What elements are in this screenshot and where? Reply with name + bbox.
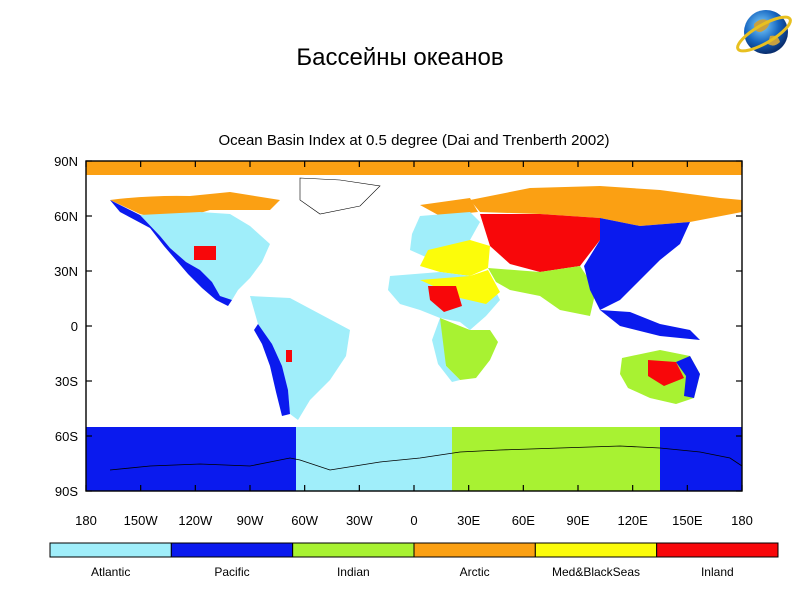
legend-label: Atlantic (91, 565, 130, 579)
lon-tick-label: 180 (75, 513, 97, 528)
africa-indian (440, 318, 498, 380)
southern-indian-band (452, 427, 660, 491)
map-title: Ocean Basin Index at 0.5 degree (Dai and… (218, 132, 610, 149)
arctic-scandinavia (420, 198, 478, 216)
lon-tick-label: 60W (291, 513, 318, 528)
lat-ticks: 90N 60N 30N 0 30S 60S 90S (54, 154, 742, 499)
central-asia-inland (480, 214, 600, 272)
lake-eyre-inland (648, 360, 684, 386)
lat-tick-label: 30N (54, 264, 78, 279)
lat-tick-label: 60S (55, 429, 78, 444)
arctic-siberia (470, 186, 742, 226)
australia-pacific (676, 356, 700, 398)
legend-label: Inland (701, 565, 734, 579)
lon-tick-label: 180 (731, 513, 753, 528)
lon-tick-label: 150W (124, 513, 159, 528)
north-america-pacific (110, 200, 232, 306)
africa-atlantic-south (432, 318, 460, 382)
lon-tick-label: 120W (178, 513, 213, 528)
lat-tick-label: 90S (55, 484, 78, 499)
europe-atlantic (410, 212, 480, 258)
south-america-atlantic (250, 296, 350, 420)
lat-tick-label: 60N (54, 209, 78, 224)
greenland (299, 177, 381, 215)
lon-tick-label: 150E (672, 513, 703, 528)
mediterranean-basin (420, 240, 490, 276)
lon-tick-label: 90E (566, 513, 589, 528)
south-america-pacific (254, 324, 290, 416)
legend: Atlantic Pacific Indian Arctic Med&BlackSeas… (49, 542, 779, 579)
legend-swatch-med-blackseas (534, 542, 658, 558)
lat-tick-label: 90N (54, 154, 78, 169)
sahara-med (420, 270, 500, 304)
globe-icon (736, 10, 792, 54)
legend-label: Arctic (460, 565, 490, 579)
lon-tick-label: 120E (617, 513, 648, 528)
great-basin-inland (194, 246, 216, 260)
lon-ticks: 180 150W 120W 90W 60W 30W 0 30E 60E 90E 120E 150E 18… (75, 161, 753, 528)
lat-tick-label: 30S (55, 374, 78, 389)
east-asia-pacific (584, 218, 690, 310)
lon-tick-label: 30E (457, 513, 480, 528)
legend-swatch-indian (292, 542, 415, 558)
lon-tick-label: 60E (512, 513, 535, 528)
altiplano-inland (286, 350, 292, 362)
south-asia-indian (488, 266, 596, 316)
legend-swatch-inland (656, 542, 779, 558)
antarctica-coast (109, 445, 743, 471)
southern-atlantic-band (296, 427, 452, 491)
maritime-se-asia (600, 310, 700, 340)
southern-pacific-band (86, 427, 296, 491)
legend-label: Indian (337, 565, 370, 579)
slide-title: Бассейны океанов (296, 44, 504, 71)
lake-chad-inland (428, 286, 462, 312)
lon-tick-label: 30W (346, 513, 373, 528)
lat-tick-label: 0 (71, 319, 78, 334)
lon-tick-label: 0 (410, 513, 417, 528)
legend-label: Med&BlackSeas (552, 565, 640, 579)
southern-pacific-band-east (660, 427, 742, 491)
legend-label: Pacific (214, 565, 249, 579)
legend-swatch-atlantic (49, 542, 172, 558)
legend-swatch-arctic (413, 542, 536, 558)
legend-swatch-pacific (170, 542, 294, 558)
lon-tick-label: 90W (237, 513, 264, 528)
